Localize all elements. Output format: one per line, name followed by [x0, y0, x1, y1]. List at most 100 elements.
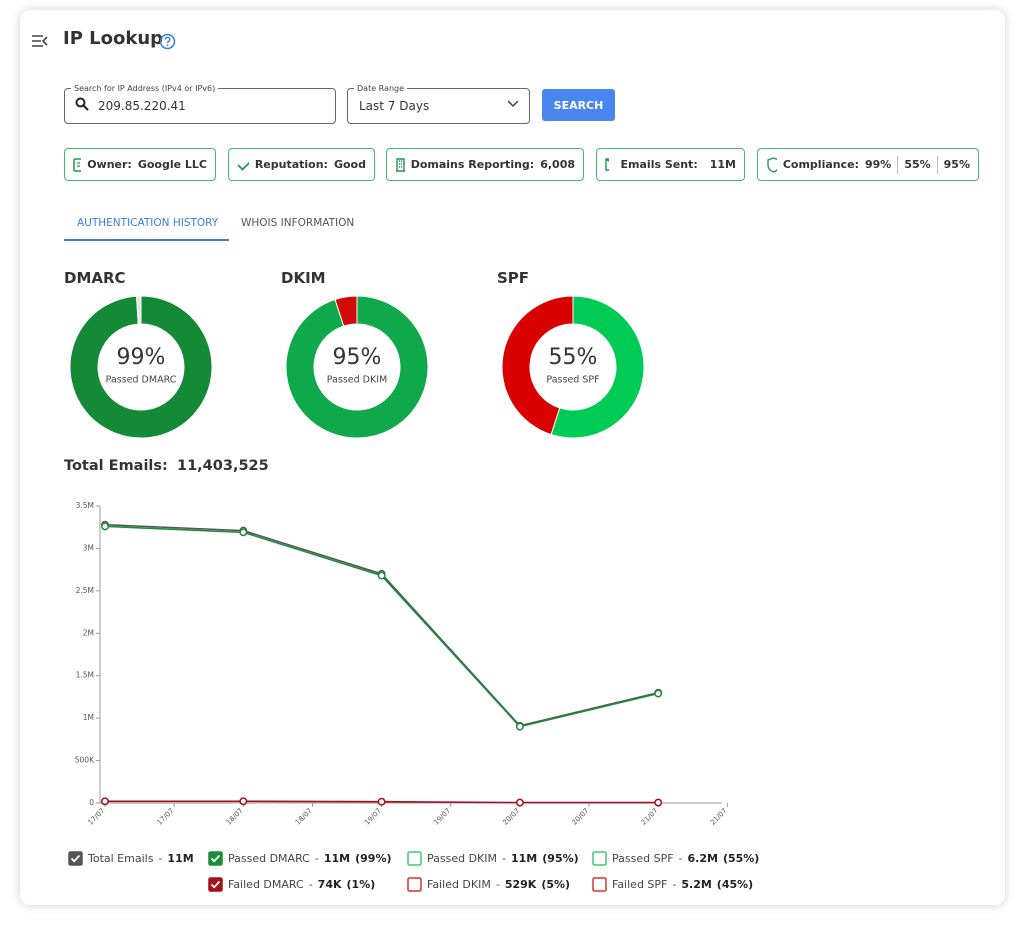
legend-name: Failed DKIM: [427, 878, 491, 891]
reputation-badge: Reputation: Good: [228, 148, 375, 181]
series-line: [104, 523, 659, 727]
badge-value: Google LLC: [137, 158, 207, 171]
help-icon[interactable]: [159, 33, 176, 50]
legend-item[interactable]: Failed SPF -5.2M (45%): [592, 877, 753, 892]
badge-label: Emails Sent:: [620, 158, 698, 171]
point: [239, 797, 248, 806]
legend-share: (99%): [355, 852, 392, 865]
legend-name: Failed DMARC: [228, 878, 304, 891]
legend-share: (1%): [346, 878, 376, 891]
x-tick-label: 19/07: [363, 807, 383, 827]
donut-slice: [334, 295, 358, 327]
legend-item[interactable]: Passed SPF -6.2M (55%): [592, 851, 759, 866]
point: [515, 722, 524, 731]
total-label: Total Emails:: [64, 458, 168, 474]
legend-total: 5.2M: [681, 878, 712, 891]
x-tick-label: 20/07: [571, 807, 591, 827]
search-icon: [75, 97, 89, 111]
legend-item[interactable]: Failed DKIM -529K (5%): [407, 877, 570, 892]
badge-label: Compliance:: [782, 158, 859, 171]
x-tick-label: 20/07: [501, 807, 521, 827]
y-tick-label: 0: [89, 798, 94, 807]
date-label: Date Range: [354, 84, 408, 93]
y-tick-label: 1.5M: [76, 671, 94, 680]
checkbox-box: [592, 851, 607, 866]
x-tick-label: 19/07: [432, 807, 452, 827]
x-tick-label: 17/07: [86, 807, 106, 827]
ip-input[interactable]: [64, 88, 336, 124]
donut-slice: [501, 295, 574, 436]
card: [20, 10, 1005, 905]
legend-name: Total Emails: [88, 852, 154, 865]
donut-slice: [550, 295, 645, 439]
donut-value: 95%: [333, 345, 382, 370]
emails-badge: Emails Sent: 11M: [596, 148, 745, 181]
legend-item[interactable]: Total Emails -11M: [68, 851, 194, 866]
legend-separator: -: [678, 852, 683, 865]
legend-separator: -: [308, 878, 313, 891]
checkbox-box: [407, 877, 422, 892]
search-button[interactable]: SEARCH: [542, 89, 615, 121]
legend-separator: -: [314, 852, 319, 865]
donut-label: Passed DKIM: [327, 375, 387, 386]
menu-icon[interactable]: [31, 34, 49, 48]
legend-share: (95%): [542, 852, 579, 865]
tab-active[interactable]: AUTHENTICATION HISTORY: [77, 217, 219, 229]
legend-total: 74K: [317, 878, 342, 891]
legend-name: Passed SPF: [612, 852, 674, 865]
point: [654, 689, 663, 698]
tab[interactable]: WHOIS INFORMATION: [241, 217, 355, 229]
series-line: [104, 525, 659, 728]
date-select[interactable]: [347, 88, 530, 124]
y-tick-label: 2.5M: [76, 586, 94, 595]
legend-total: 529K: [504, 878, 537, 891]
badge-label: Reputation:: [254, 158, 328, 171]
legend-checkbox[interactable]: [592, 877, 607, 892]
legend-separator: -: [502, 852, 506, 865]
badge-value: 11M: [709, 158, 736, 171]
shield-icon: [767, 156, 777, 173]
building-icon: [396, 158, 405, 172]
checkbox-box: [592, 877, 607, 892]
legend-total: 6.2M: [687, 852, 718, 865]
point: [654, 798, 663, 807]
legend-checkbox[interactable]: [68, 851, 83, 866]
x-tick-label: 18/07: [294, 807, 314, 827]
checkbox-box: [407, 851, 422, 866]
legend-item[interactable]: Passed DMARC -11M (99%): [208, 851, 392, 866]
y-tick-label: 2M: [83, 628, 94, 637]
ip-label: Search for IP Address (IPv4 or IPv6): [71, 84, 219, 93]
point: [377, 797, 386, 806]
legend-total: 11M: [323, 852, 351, 865]
donut-title: DKIM: [281, 269, 326, 287]
point: [239, 528, 248, 537]
legend-checkbox[interactable]: [208, 877, 223, 892]
legend-total: 11M: [167, 852, 194, 865]
legend-separator: -: [158, 852, 163, 865]
legend-item[interactable]: Passed DKIM -11M (95%): [407, 851, 579, 866]
check-icon: [237, 161, 249, 171]
point: [101, 522, 109, 531]
owner-icon: [73, 157, 82, 172]
legend-separator: -: [672, 878, 677, 891]
y-tick-label: 500K: [75, 756, 95, 765]
legend-total: 11M: [511, 852, 538, 865]
legend-checkbox[interactable]: [208, 851, 223, 866]
legend-item[interactable]: Failed DMARC -74K (1%): [208, 877, 375, 892]
y-tick-label: 3.5M: [76, 501, 94, 510]
legend-separator: -: [495, 878, 500, 891]
badge-value: Good: [333, 158, 366, 171]
owner-badge: Owner: Google LLC: [64, 148, 216, 181]
legend-checkbox[interactable]: [407, 877, 422, 892]
date-value: Last 7 Days: [359, 99, 430, 113]
x-tick-label: 17/07: [156, 807, 176, 827]
total-value: 11,403,525: [177, 458, 269, 474]
legend-checkbox[interactable]: [592, 851, 607, 866]
donut-title: SPF: [497, 269, 530, 287]
checkbox-check: [210, 880, 221, 889]
legend-checkbox[interactable]: [407, 851, 422, 866]
y-tick-label: 1M: [83, 713, 94, 722]
separator: [936, 155, 938, 174]
